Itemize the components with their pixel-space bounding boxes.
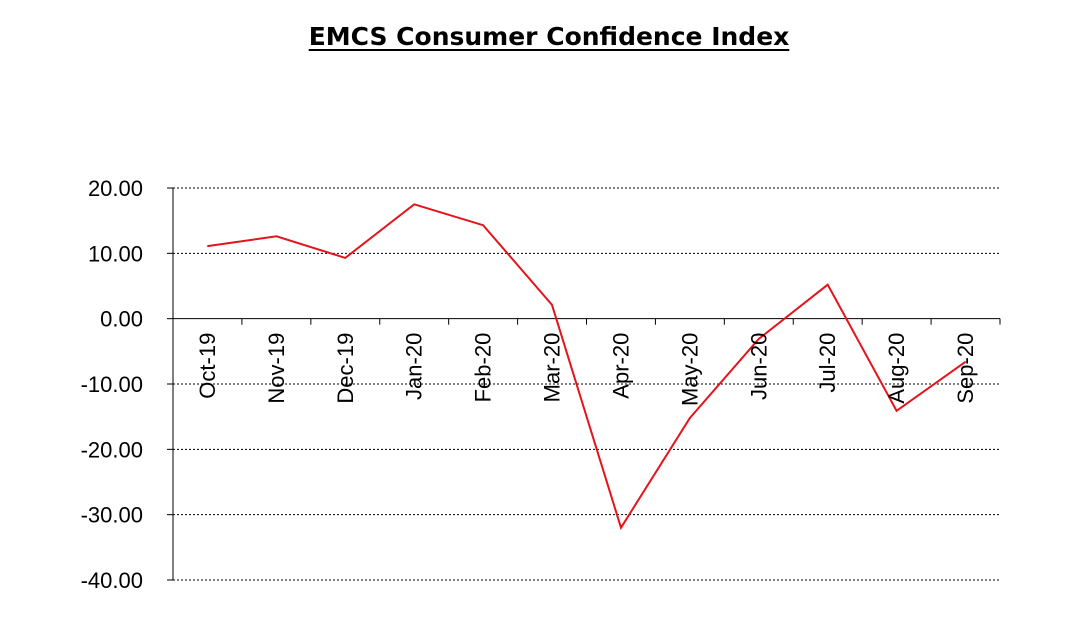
y-tick-label: -10.00	[81, 372, 143, 397]
x-tick-label: May-20	[677, 333, 702, 406]
data-point	[758, 338, 760, 340]
y-tick-label: -20.00	[81, 437, 143, 462]
x-tick-label: Aug-20	[884, 333, 909, 404]
x-tick-label: Feb-20	[471, 333, 496, 403]
series-line	[207, 203, 967, 531]
x-tick-label: Sep-20	[953, 333, 978, 404]
y-tick-label: -40.00	[81, 568, 143, 593]
data-point	[551, 304, 553, 306]
data-point	[275, 235, 277, 237]
x-tick-label: Mar-20	[540, 333, 565, 403]
data-point	[965, 361, 967, 363]
y-tick-label: 20.00	[88, 176, 143, 201]
x-tick-label: Jun-20	[746, 333, 771, 400]
y-tick-label: -30.00	[81, 503, 143, 528]
y-tick-label: 10.00	[88, 241, 143, 266]
x-tick-label: Nov-19	[264, 333, 289, 404]
grid-lines	[173, 187, 1000, 581]
series-lines	[206, 203, 967, 531]
chart-title: EMCS Consumer Confidence Index	[308, 22, 790, 51]
data-point	[482, 224, 484, 226]
y-tick-labels: 20.00 10.00 0.00 -10.00 -20.00 -30.00 -40.00	[81, 176, 143, 593]
data-point	[413, 203, 415, 205]
x-tick-labels: Oct-19 Nov-19 Dec-19 Jan-20 Feb-20 Mar-20 Apr-…	[195, 333, 978, 406]
data-point	[620, 527, 622, 529]
x-tick-label: Oct-19	[195, 333, 220, 399]
x-tick-label: Dec-19	[333, 333, 358, 404]
data-point	[827, 284, 829, 286]
y-tick-label: 0.00	[100, 307, 143, 332]
x-tick-label: Jan-20	[402, 333, 427, 400]
data-point	[689, 417, 691, 419]
data-point	[896, 410, 898, 412]
x-tick-label: Apr-20	[608, 333, 633, 399]
axes	[167, 187, 1001, 581]
x-tick-label: Jul-20	[815, 333, 840, 393]
data-point	[344, 257, 346, 259]
data-point	[206, 245, 208, 247]
